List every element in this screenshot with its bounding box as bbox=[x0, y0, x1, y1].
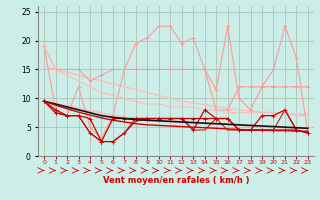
X-axis label: Vent moyen/en rafales ( km/h ): Vent moyen/en rafales ( km/h ) bbox=[103, 176, 249, 185]
